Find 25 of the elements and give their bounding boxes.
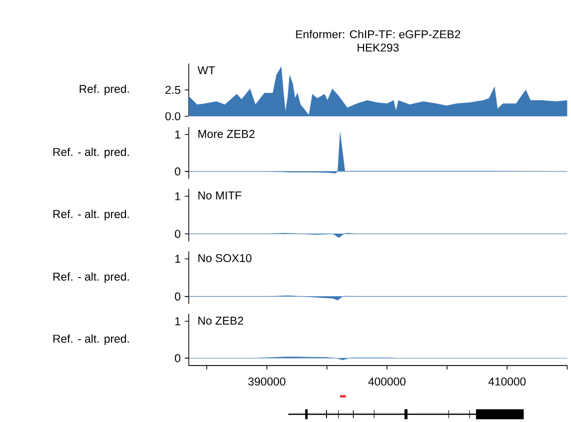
y-tick-label: 0 (174, 167, 180, 176)
y-tick-label: 0 (174, 354, 180, 362)
x-tick-label: 390000 (248, 377, 286, 386)
x-tick-label: 400000 (368, 377, 406, 386)
y-tick-label: 1 (175, 130, 180, 138)
chart-subtitle: HEK293 (358, 44, 399, 52)
y-tick-label: 0.0 (165, 112, 180, 120)
chart-title: Enformer: ChIP-TF: eGFP-ZEB2 (296, 30, 460, 38)
y-axis-title: Ref. - alt. pred. (53, 210, 129, 220)
y-tick-label: 0 (174, 230, 180, 238)
text: No ZEB2 (198, 316, 244, 325)
x-tick-label: 410000 (488, 377, 526, 386)
y-tick-label: 1 (175, 254, 180, 263)
y-axis-title: Ref. pred. (80, 84, 129, 96)
y-axis-title: Ref. - alt. pred. (53, 334, 129, 345)
text: WT (198, 66, 215, 74)
y-tick-label: 1 (175, 317, 180, 326)
y-tick-label: 2.5 (166, 86, 180, 94)
y-axis-title: Ref. - alt. pred. (53, 148, 129, 158)
text: More ZEB2 (198, 130, 254, 138)
y-tick-label: 0 (174, 292, 180, 300)
text: No MITF (198, 191, 242, 200)
y-tick-label: 1 (175, 192, 180, 200)
text: No SOX10 (198, 254, 252, 262)
y-axis-title: Ref. - alt. pred. (53, 272, 129, 283)
